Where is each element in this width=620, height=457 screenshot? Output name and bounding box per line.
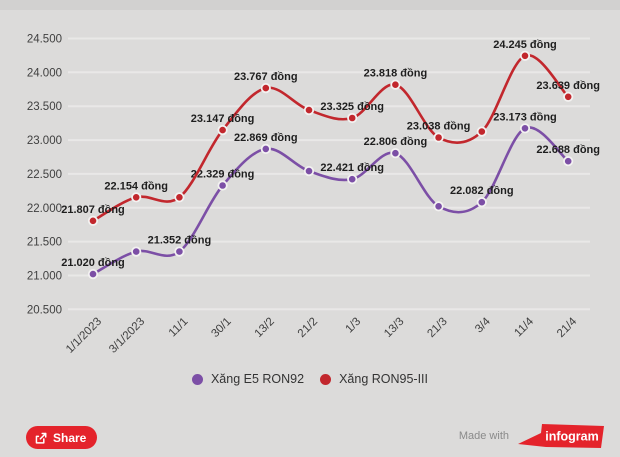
share-button-label: Share [53, 430, 87, 445]
y-axis-tick-label: 21.500 [27, 237, 62, 249]
data-point-label: 22.421 đồng [320, 162, 384, 174]
data-point-marker[interactable] [87, 215, 99, 226]
x-axis-tick-label: 21/4 [555, 315, 580, 340]
data-point-label: 22.806 đồng [364, 136, 428, 148]
data-point-marker[interactable] [174, 246, 185, 257]
data-point-marker[interactable] [87, 268, 99, 280]
y-axis-tick-label: 20.500 [27, 304, 62, 316]
legend-item-e5-ron92: Xăng E5 RON92 [191, 372, 305, 386]
data-point-label: 23.325 đồng [320, 101, 384, 113]
x-axis-tick-label: 3/4 [473, 315, 493, 335]
data-point-marker[interactable] [390, 79, 401, 90]
data-point-label: 22.688 đồng [536, 144, 600, 156]
data-point-marker[interactable] [563, 91, 574, 102]
x-axis-tick-label: 13/3 [382, 316, 406, 340]
data-point-label: 22.082 đồng [450, 185, 514, 197]
data-point-label: 21.020 đồng [61, 257, 125, 269]
data-point-marker[interactable] [519, 50, 531, 61]
data-point-marker[interactable] [131, 192, 142, 203]
data-point-marker[interactable] [260, 83, 271, 94]
y-axis-tick-label: 24.500 [27, 34, 62, 46]
made-with-attribution[interactable]: Made with infogram [459, 421, 607, 451]
y-axis-tick-label: 22.500 [27, 169, 62, 181]
data-point-marker[interactable] [217, 125, 228, 136]
x-axis-tick-label: 11/4 [512, 315, 536, 339]
data-point-label: 22.154 đồng [104, 180, 168, 192]
top-strip [0, 0, 620, 10]
legend-label-e5-ron92: Xăng E5 RON92 [210, 372, 305, 386]
data-point-marker[interactable] [519, 123, 531, 134]
legend-item-ron95: Xăng RON95-III [320, 372, 428, 386]
chart-legend: Xăng E5 RON92 Xăng RON95-III [0, 372, 620, 386]
x-axis-tick-label: 1/1/2023 [64, 316, 104, 356]
share-button[interactable]: Share [26, 426, 98, 449]
data-point-label: 21.807 đồng [61, 204, 125, 216]
data-point-marker[interactable] [347, 174, 358, 185]
infogram-logo-text: infogram [545, 430, 598, 444]
infogram-logo-icon: infogram [518, 424, 604, 448]
data-point-marker[interactable] [217, 180, 228, 191]
y-axis-tick-label: 23.500 [27, 101, 62, 113]
data-point-label: 23.147 đồng [191, 113, 255, 125]
data-point-label: 23.038 đồng [407, 121, 471, 133]
y-axis-tick-label: 22.000 [27, 203, 62, 215]
purple-series-dot-icon [191, 373, 203, 385]
data-point-label: 24.245 đồng [493, 39, 557, 51]
made-with-text: Made with [458, 430, 509, 442]
y-axis-tick-label: 24.000 [27, 67, 62, 79]
data-point-label: 21.352 đồng [148, 235, 212, 247]
data-point-marker[interactable] [563, 156, 574, 167]
data-point-marker[interactable] [260, 143, 271, 154]
data-point-marker[interactable] [433, 132, 444, 143]
red-series-dot-icon [320, 373, 332, 385]
data-point-marker[interactable] [303, 166, 315, 177]
data-point-label: 22.869 đồng [234, 132, 298, 144]
data-point-marker[interactable] [303, 105, 315, 116]
data-point-marker[interactable] [390, 148, 401, 159]
x-axis-tick-label: 13/2 [253, 316, 277, 340]
x-axis-tick-label: 3/1/2023 [107, 316, 147, 356]
data-point-marker[interactable] [476, 197, 487, 208]
y-axis-tick-label: 21.000 [27, 271, 62, 283]
x-axis-tick-label: 11/1 [167, 316, 191, 340]
data-point-marker[interactable] [174, 192, 185, 203]
data-point-marker[interactable] [347, 112, 358, 124]
y-axis-tick-label: 23.000 [27, 135, 62, 147]
data-point-label: 23.173 đồng [493, 111, 557, 123]
share-icon [35, 432, 47, 444]
data-point-label: 23.639 đồng [536, 80, 600, 92]
x-axis-tick-label: 21/2 [296, 316, 320, 340]
data-point-marker[interactable] [476, 126, 487, 137]
legend-label-ron95: Xăng RON95-III [339, 372, 429, 386]
fuel-price-line-chart: 24.500 24.000 23.500 23.000 22.500 22.000 21.5… [27, 34, 600, 356]
data-point-marker[interactable] [131, 246, 142, 257]
data-point-label: 22.329 đồng [191, 169, 255, 181]
infogram-flag-shape [518, 424, 604, 448]
data-point-marker[interactable] [433, 201, 444, 212]
data-point-label: 23.818 đồng [364, 68, 428, 80]
x-axis-tick-label: 21/3 [425, 316, 449, 340]
data-point-label: 23.767 đồng [234, 71, 298, 83]
x-axis-tick-label: 1/3 [344, 316, 364, 336]
x-axis-tick-label: 30/1 [209, 316, 233, 340]
